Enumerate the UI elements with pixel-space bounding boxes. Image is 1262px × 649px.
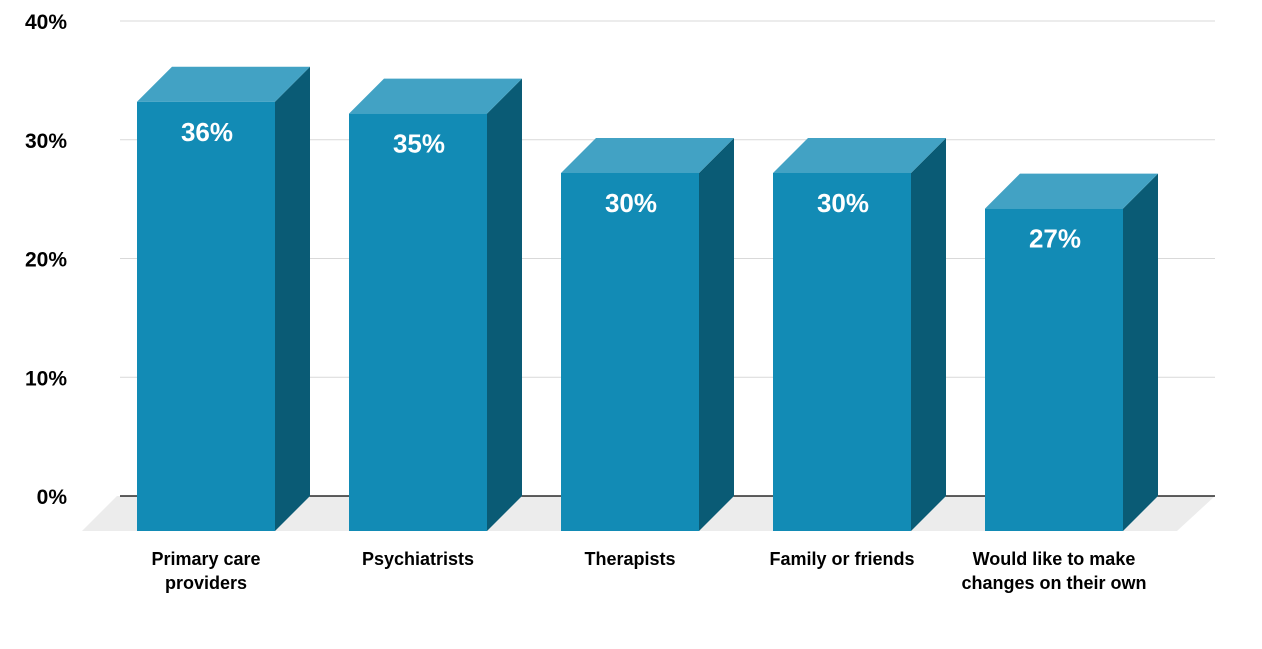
category-label-line: Family or friends	[769, 549, 914, 569]
y-tick-label: 0%	[37, 486, 68, 509]
y-tick-label: 10%	[25, 367, 67, 390]
bar-side-face	[487, 78, 522, 531]
bar-top-face	[561, 138, 734, 173]
bar-top-face	[985, 173, 1158, 209]
data-label: 35%	[393, 129, 445, 159]
category-label: Psychiatrists	[362, 549, 474, 569]
bar-front-face	[137, 101, 275, 531]
bar-side-face	[699, 138, 734, 531]
category-label-line: changes on their own	[961, 573, 1146, 593]
bar-front-face	[985, 208, 1123, 531]
data-label: 27%	[1029, 224, 1081, 254]
data-label: 36%	[181, 117, 233, 147]
category-label-line: Would like to make	[973, 549, 1136, 569]
bar-top-face	[137, 66, 310, 102]
bar-front-face	[773, 173, 911, 531]
category-label: Therapists	[584, 549, 675, 569]
category-label: Would like to make changes on their own	[961, 549, 1146, 593]
bar-front-face	[349, 113, 487, 531]
bar: 35%	[349, 78, 522, 531]
bar: 27%	[985, 173, 1158, 531]
category-label: Primary care providers	[151, 549, 260, 593]
y-axis-ticks: 0% 10% 20% 30% 40%	[25, 11, 67, 509]
category-labels: Primary care providers Psychiatrists Therap…	[151, 549, 1146, 593]
category-label-line: Therapists	[584, 549, 675, 569]
bar-top-face	[773, 138, 946, 173]
bar-side-face	[275, 66, 310, 531]
bar-front-face	[561, 173, 699, 531]
category-label: Family or friends	[769, 549, 914, 569]
bar: 30%	[773, 138, 946, 531]
y-tick-label: 30%	[25, 130, 67, 153]
category-label-line: Psychiatrists	[362, 549, 474, 569]
category-label-line: Primary care	[151, 549, 260, 569]
category-label-line: providers	[165, 573, 247, 593]
y-tick-label: 40%	[25, 11, 67, 34]
bar: 36%	[137, 66, 310, 531]
y-tick-label: 20%	[25, 249, 67, 272]
bars: 36% 35% 30% 30% 27%	[137, 66, 1158, 531]
data-label: 30%	[605, 188, 657, 218]
bar-top-face	[349, 78, 522, 114]
bar-side-face	[911, 138, 946, 531]
data-label: 30%	[817, 188, 869, 218]
bar: 30%	[561, 138, 734, 531]
bar-side-face	[1123, 173, 1158, 531]
